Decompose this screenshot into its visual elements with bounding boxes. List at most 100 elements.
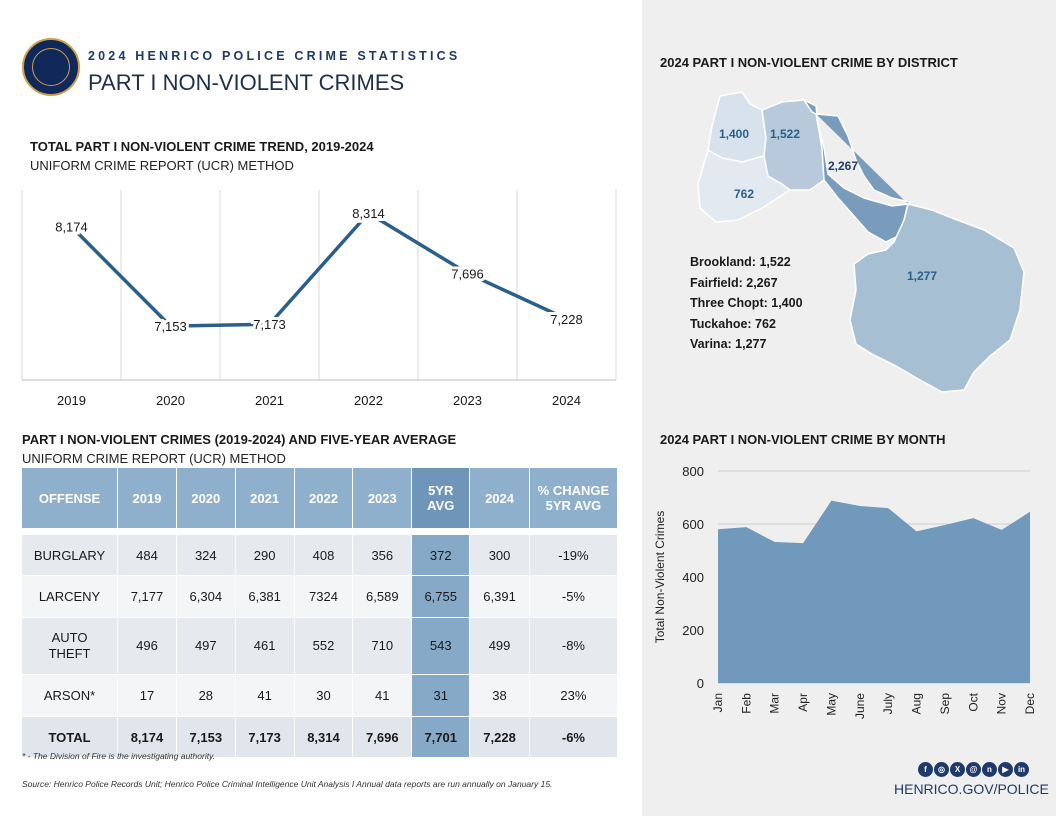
x-tick-label: Aug [910, 693, 924, 714]
cell-2020: 6,304 [176, 575, 236, 618]
linkedin-icon[interactable]: in [1014, 762, 1029, 777]
area-series [718, 500, 1030, 683]
x-tick-label: Dec [1023, 693, 1037, 714]
cell-2021: 290 [235, 534, 295, 576]
trend-line-segment [465, 271, 569, 321]
cell-2020: 7,153 [176, 716, 236, 757]
x-tick-label: 2021 [255, 393, 284, 408]
cell-2024: 499 [469, 617, 530, 675]
cell-pct-change: -19% [529, 534, 619, 576]
data-label: 7,153 [154, 319, 187, 334]
header-pct-change: % CHANGE 5YR AVG [529, 468, 619, 528]
source-note: Source: Henrico Police Records Unit; Hen… [22, 779, 553, 789]
cell-2019: 7,177 [117, 575, 177, 618]
table-row-total: TOTAL 8,174 7,153 7,173 8,314 7,696 7,70… [22, 716, 619, 757]
x-tick-label: 2019 [57, 393, 86, 408]
instagram-icon[interactable]: ◎ [934, 762, 949, 777]
x-tick-label: 2022 [354, 393, 383, 408]
trend-chart-title: TOTAL PART I NON-VIOLENT CRIME TREND, 20… [30, 139, 374, 154]
trend-chart-subtitle: UNIFORM CRIME REPORT (UCR) METHOD [30, 158, 294, 173]
cell-offense: AUTO THEFT [22, 617, 119, 675]
legend-varina: Varina: 1,277 [690, 337, 767, 351]
cell-2019: 484 [117, 534, 177, 576]
cell-2022: 552 [294, 617, 354, 675]
district-map-title: 2024 PART I NON-VIOLENT CRIME BY DISTRIC… [660, 55, 958, 70]
table-title: PART I NON-VIOLENT CRIMES (2019-2024) AN… [22, 432, 457, 447]
henrico-police-seal-logo [22, 38, 80, 96]
cell-2022: 8,314 [294, 716, 354, 757]
y-tick-label: 0 [697, 676, 704, 691]
cell-2021: 41 [235, 674, 295, 717]
x-tick-label: Apr [796, 693, 810, 712]
header-5yr-avg: 5YR AVG [411, 468, 471, 528]
cell-5yr-avg: 543 [411, 617, 471, 675]
map-label-brookland: 1,522 [770, 127, 800, 141]
district-map: 1,400 1,522 2,267 762 1,277 [697, 91, 1025, 393]
y-tick-label: 200 [682, 623, 704, 638]
cell-2021: 7,173 [235, 716, 295, 757]
table-footnote: * - The Division of Fire is the investig… [22, 751, 216, 761]
monthly-area-chart: 800 600 400 200 0 Jan Feb Mar Apr May June July Aug S… [653, 464, 1037, 719]
header-offense: OFFENSE [22, 468, 119, 528]
header-2024: 2024 [469, 468, 530, 528]
legend-brookland: Brookland: 1,522 [690, 255, 791, 269]
trend-line-segment [267, 211, 371, 326]
x-tick-label: 2024 [552, 393, 581, 408]
map-label-varina: 1,277 [907, 269, 937, 283]
cell-2019: 17 [117, 674, 177, 717]
map-label-tuckahoe: 762 [734, 187, 754, 201]
table-row-arson: ARSON* 17 28 41 30 41 31 38 23% [22, 674, 619, 717]
x-tick-label: May [824, 693, 838, 716]
header-2023: 2023 [352, 468, 413, 528]
nextdoor-icon[interactable]: n [982, 762, 997, 777]
cell-2022: 408 [294, 534, 354, 576]
y-tick-label: 600 [682, 517, 704, 532]
data-label: 8,174 [55, 220, 88, 235]
website-link[interactable]: HENRICO.GOV/POLICE [894, 781, 1049, 797]
x-tick-label: 2020 [156, 393, 185, 408]
cell-2024: 38 [469, 674, 530, 717]
map-label-three-chopt: 1,400 [719, 127, 749, 141]
y-tick-label: 800 [682, 464, 704, 479]
x-icon[interactable]: X [950, 762, 965, 777]
trend-line-segment [366, 211, 470, 276]
cell-2023: 710 [352, 617, 413, 675]
cell-offense: TOTAL [22, 716, 119, 757]
cell-2022: 7324 [294, 575, 354, 618]
map-district-varina [849, 203, 1025, 393]
cell-2023: 7,696 [352, 716, 413, 757]
threads-icon[interactable]: @ [966, 762, 981, 777]
cell-pct-change: -5% [529, 575, 619, 618]
cell-2019: 496 [117, 617, 177, 675]
x-tick-label: Feb [739, 693, 753, 714]
trend-line-segment [168, 322, 272, 328]
cell-pct-change: 23% [529, 674, 619, 717]
data-label: 7,228 [550, 312, 583, 327]
trend-line-segment [69, 224, 173, 328]
cell-5yr-avg: 6,755 [411, 575, 471, 618]
district-legend: Brookland: 1,522 Fairfield: 2,267 Three … [690, 252, 803, 355]
trend-line-chart: 8,174 7,153 7,173 8,314 7,696 7,228 2019 2020 20… [21, 190, 617, 408]
y-tick-label: 400 [682, 570, 704, 585]
y-axis-label: Total Non-Violent Crimes [653, 511, 667, 644]
cell-2022: 30 [294, 674, 354, 717]
table-subtitle: UNIFORM CRIME REPORT (UCR) METHOD [22, 451, 286, 466]
crime-table: OFFENSE 2019 2020 2021 2022 2023 5YR AVG… [22, 468, 619, 757]
cell-offense: BURGLARY [22, 534, 119, 576]
report-kicker: 2024 HENRICO POLICE CRIME STATISTICS [88, 49, 461, 63]
header-2021: 2021 [235, 468, 295, 528]
x-tick-label: July [881, 693, 895, 714]
map-label-fairfield: 2,267 [828, 159, 858, 173]
table-row-auto-theft: AUTO THEFT 496 497 461 552 710 543 499 -… [22, 617, 619, 675]
x-tick-label: Jan [711, 693, 725, 712]
cell-offense: ARSON* [22, 674, 119, 717]
cell-pct-change: -8% [529, 617, 619, 675]
youtube-icon[interactable]: ▶ [998, 762, 1013, 777]
header-2022: 2022 [294, 468, 354, 528]
facebook-icon[interactable]: f [918, 762, 933, 777]
page-title: PART I NON-VIOLENT CRIMES [88, 70, 405, 95]
header-2019: 2019 [117, 468, 177, 528]
cell-2021: 6,381 [235, 575, 295, 618]
cell-offense: LARCENY [22, 575, 119, 618]
x-tick-label: Sep [938, 693, 952, 715]
